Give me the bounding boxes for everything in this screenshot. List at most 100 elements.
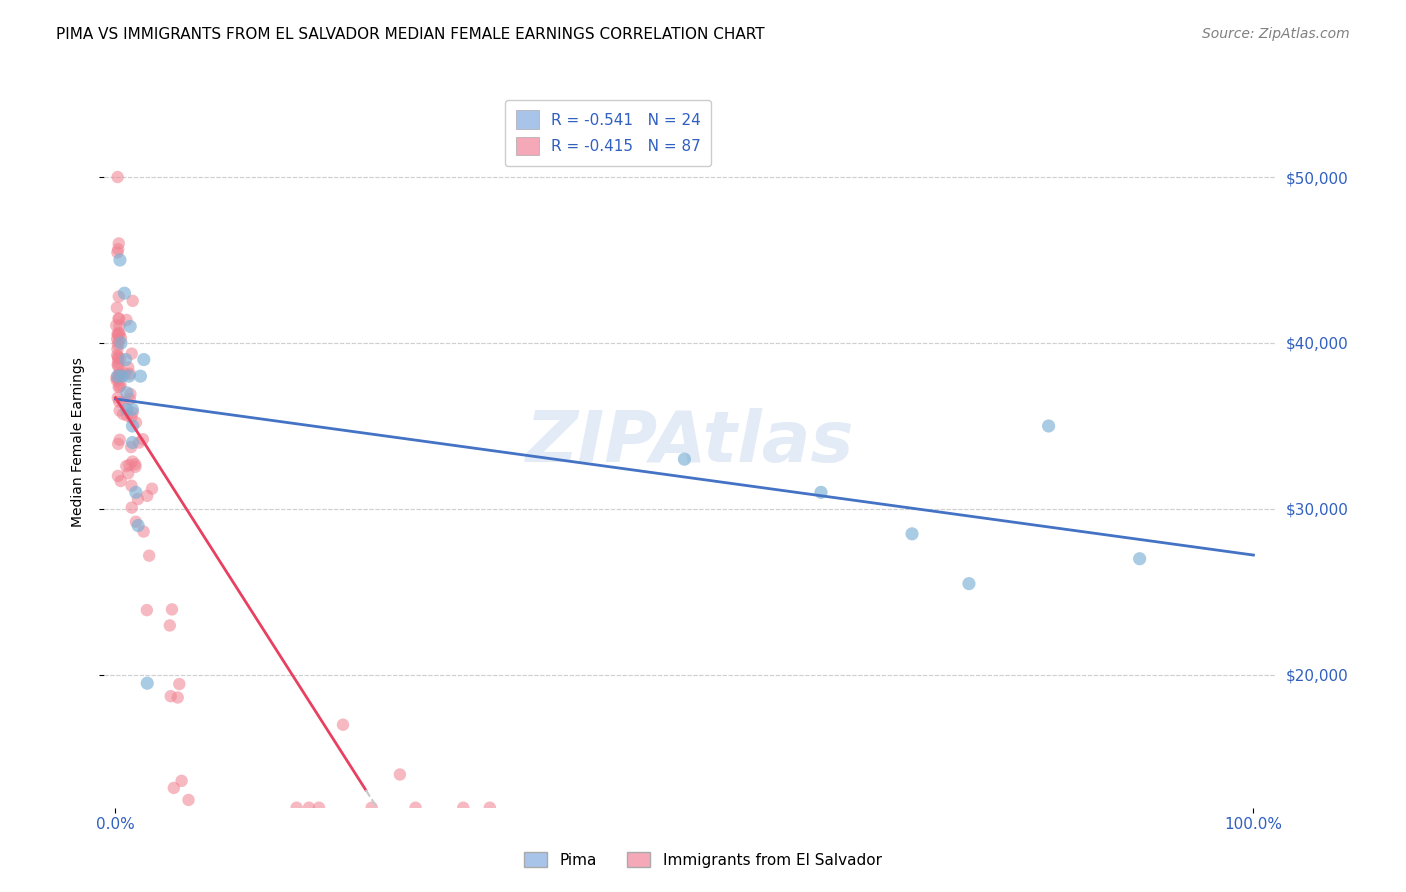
Point — [107, 169, 129, 184]
Point — [108, 368, 131, 382]
Point — [1038, 419, 1060, 434]
Point — [388, 767, 411, 781]
Point — [107, 236, 129, 251]
Point — [159, 618, 181, 632]
Point — [107, 326, 129, 341]
Point — [332, 717, 354, 731]
Point — [125, 515, 148, 529]
Point — [108, 326, 131, 341]
Point — [107, 369, 129, 384]
Point — [107, 355, 129, 369]
Point — [124, 458, 146, 472]
Point — [132, 524, 155, 539]
Point — [166, 690, 188, 705]
Point — [105, 318, 128, 333]
Point — [451, 800, 474, 814]
Point — [107, 342, 129, 356]
Point — [107, 380, 129, 394]
Point — [107, 311, 129, 326]
Point — [105, 373, 128, 387]
Point — [285, 800, 308, 814]
Point — [108, 318, 131, 333]
Point — [107, 469, 129, 483]
Legend: R = -0.541   N = 24, R = -0.415   N = 87: R = -0.541 N = 24, R = -0.415 N = 87 — [505, 100, 711, 166]
Point — [108, 312, 131, 326]
Point — [136, 489, 159, 503]
Point — [115, 402, 138, 417]
Point — [107, 358, 129, 372]
Point — [105, 301, 128, 315]
Point — [136, 676, 159, 690]
Point — [110, 351, 132, 366]
Point — [118, 458, 141, 472]
Point — [120, 440, 142, 454]
Point — [108, 394, 131, 409]
Point — [120, 410, 142, 425]
Point — [107, 391, 129, 405]
Point — [107, 351, 129, 366]
Point — [115, 313, 138, 327]
Point — [107, 289, 129, 303]
Text: Source: ZipAtlas.com: Source: ZipAtlas.com — [1202, 27, 1350, 41]
Point — [105, 370, 128, 384]
Point — [107, 437, 129, 451]
Point — [160, 602, 183, 616]
Point — [120, 319, 142, 334]
Point — [112, 395, 135, 409]
Point — [360, 800, 382, 814]
Point — [118, 392, 141, 406]
Point — [957, 576, 980, 591]
Point — [129, 369, 152, 384]
Text: PIMA VS IMMIGRANTS FROM EL SALVADOR MEDIAN FEMALE EARNINGS CORRELATION CHART: PIMA VS IMMIGRANTS FROM EL SALVADOR MEDI… — [56, 27, 765, 42]
Point — [107, 337, 129, 351]
Point — [107, 359, 129, 374]
Point — [901, 526, 924, 541]
Point — [121, 479, 143, 493]
Point — [138, 549, 160, 563]
Point — [107, 350, 129, 364]
Point — [107, 242, 129, 256]
Point — [163, 780, 186, 795]
Text: ZIPAtlas: ZIPAtlas — [526, 408, 855, 477]
Point — [118, 369, 141, 384]
Point — [120, 387, 142, 401]
Point — [107, 328, 129, 343]
Point — [125, 416, 148, 430]
Point — [121, 419, 143, 434]
Point — [108, 433, 131, 447]
Point — [135, 603, 157, 617]
Point — [111, 369, 134, 384]
Point — [132, 352, 155, 367]
Point — [1129, 551, 1152, 566]
Point — [478, 800, 501, 814]
Point — [107, 245, 129, 260]
Point — [124, 459, 146, 474]
Point — [115, 385, 138, 400]
Point — [128, 435, 150, 450]
Point — [114, 367, 136, 381]
Point — [110, 474, 132, 488]
Point — [107, 334, 129, 349]
Point — [117, 360, 139, 375]
Legend: Pima, Immigrants from El Salvador: Pima, Immigrants from El Salvador — [517, 844, 889, 875]
Point — [159, 689, 181, 703]
Point — [298, 800, 321, 814]
Point — [405, 800, 427, 814]
Point — [108, 252, 131, 267]
Point — [115, 459, 138, 474]
Point — [308, 800, 330, 814]
Point — [108, 368, 131, 383]
Point — [141, 482, 163, 496]
Point — [108, 367, 131, 381]
Point — [673, 452, 696, 467]
Point — [170, 773, 193, 788]
Point — [114, 352, 136, 367]
Point — [105, 348, 128, 362]
Point — [110, 378, 132, 392]
Point — [423, 809, 446, 823]
Point — [121, 406, 143, 420]
Point — [127, 518, 149, 533]
Point — [110, 336, 132, 351]
Point — [114, 286, 136, 301]
Point — [115, 409, 138, 423]
